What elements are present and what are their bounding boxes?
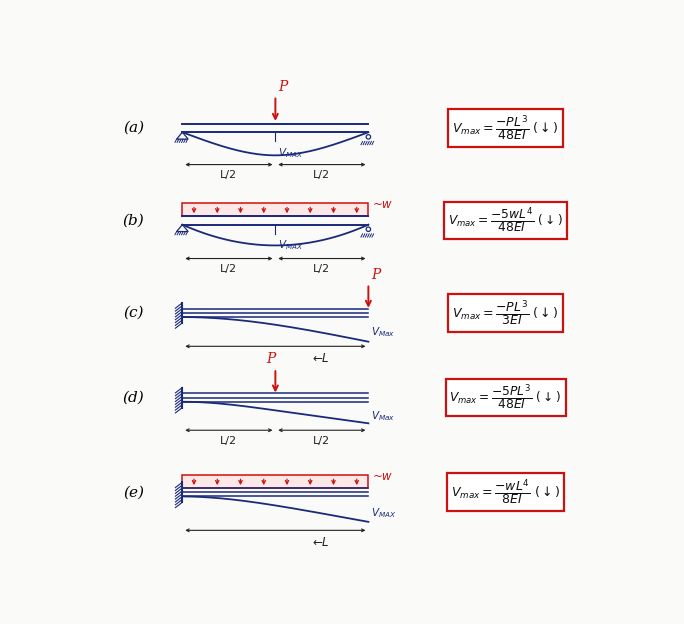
- Bar: [183, 203, 369, 216]
- Text: (a): (a): [123, 121, 144, 135]
- Text: $V_{MAX}$: $V_{MAX}$: [278, 146, 304, 160]
- Text: $V_{MAX}$: $V_{MAX}$: [371, 507, 397, 520]
- Text: $V_{max} = \dfrac{-PL^3}{48EI}$ ($\downarrow$): $V_{max} = \dfrac{-PL^3}{48EI}$ ($\downa…: [452, 114, 559, 143]
- Bar: [183, 475, 369, 488]
- Text: L/2: L/2: [220, 170, 237, 180]
- Text: P: P: [266, 352, 276, 366]
- Text: $V_{MAX}$: $V_{MAX}$: [278, 238, 304, 252]
- Text: $←L$: $←L$: [312, 536, 330, 549]
- Text: (c): (c): [123, 306, 144, 320]
- Text: ~w: ~w: [373, 198, 393, 211]
- Text: $←L$: $←L$: [312, 352, 330, 365]
- Text: P: P: [278, 80, 288, 94]
- Text: P: P: [371, 268, 381, 282]
- Text: (b): (b): [122, 213, 144, 227]
- Text: $V_{max} = \dfrac{-5wL^4}{48EI}$ ($\downarrow$): $V_{max} = \dfrac{-5wL^4}{48EI}$ ($\down…: [448, 206, 563, 235]
- Text: (e): (e): [123, 485, 144, 499]
- Text: L/2: L/2: [220, 436, 237, 446]
- Text: L/2: L/2: [313, 436, 330, 446]
- Text: $V_{max} = \dfrac{-wL^4}{8EI}$ ($\downarrow$): $V_{max} = \dfrac{-wL^4}{8EI}$ ($\downar…: [451, 477, 560, 507]
- Text: $V_{max} = \dfrac{-5PL^3}{48EI}$ ($\downarrow$): $V_{max} = \dfrac{-5PL^3}{48EI}$ ($\down…: [449, 383, 562, 412]
- Text: ~w: ~w: [373, 470, 393, 483]
- Text: $V_{max} = \dfrac{-PL^3}{3EI}$ ($\downarrow$): $V_{max} = \dfrac{-PL^3}{3EI}$ ($\downar…: [452, 298, 559, 328]
- Text: (d): (d): [122, 391, 144, 404]
- Text: L/2: L/2: [220, 265, 237, 275]
- Text: $V_{Max}$: $V_{Max}$: [371, 409, 395, 422]
- Text: L/2: L/2: [313, 170, 330, 180]
- Text: L/2: L/2: [313, 265, 330, 275]
- Text: $V_{Max}$: $V_{Max}$: [371, 326, 395, 339]
